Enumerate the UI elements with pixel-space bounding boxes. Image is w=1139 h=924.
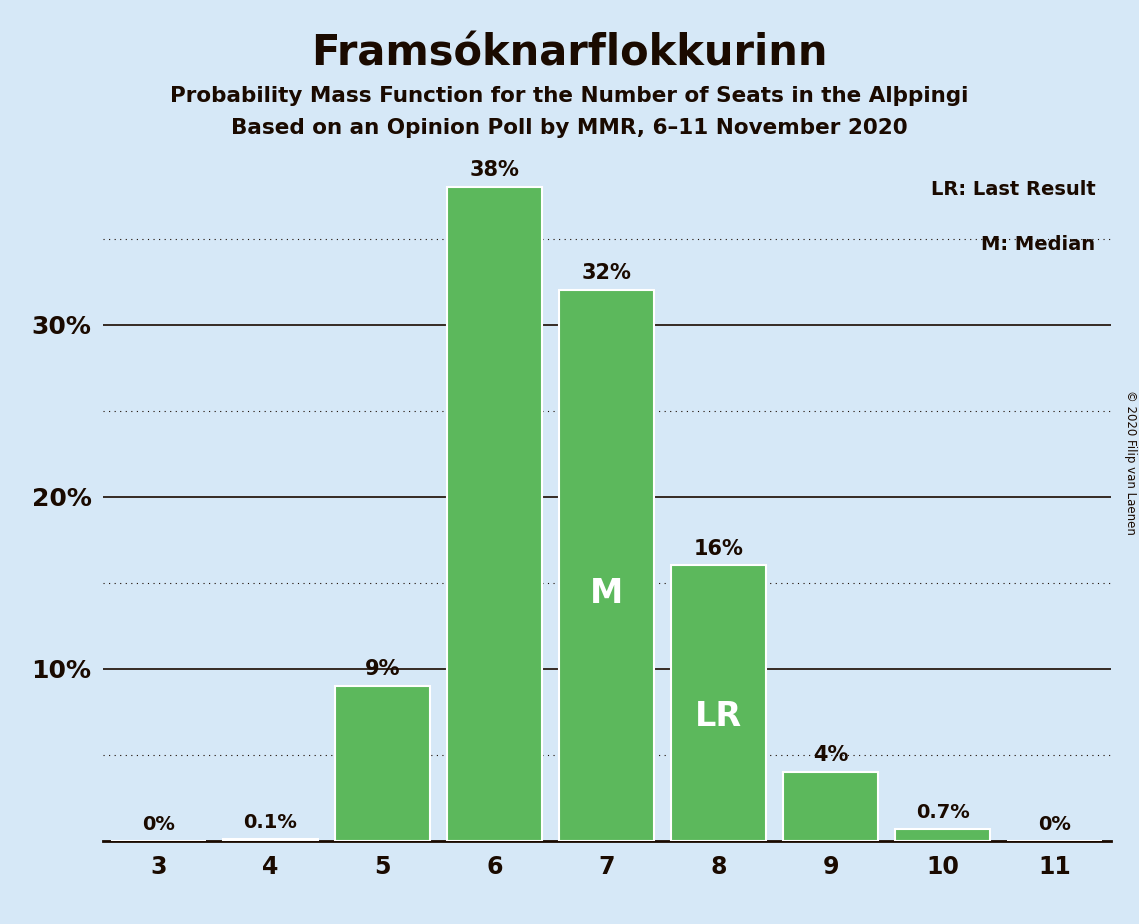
Text: 0%: 0%	[142, 815, 175, 834]
Text: M: Median: M: Median	[982, 235, 1096, 254]
Text: 0.7%: 0.7%	[916, 803, 969, 822]
Text: 0.1%: 0.1%	[244, 813, 297, 833]
Bar	[895, 829, 990, 841]
Text: 4%: 4%	[813, 745, 849, 765]
Text: 38%: 38%	[469, 160, 519, 180]
Text: © 2020 Filip van Laenen: © 2020 Filip van Laenen	[1124, 390, 1137, 534]
Text: LR: Last Result: LR: Last Result	[931, 180, 1096, 199]
Bar	[782, 772, 878, 841]
Text: Probability Mass Function for the Number of Seats in the Alþpingi: Probability Mass Function for the Number…	[171, 86, 968, 106]
Bar	[671, 565, 767, 841]
Text: 0%: 0%	[1038, 815, 1071, 834]
Bar	[559, 290, 654, 841]
Bar	[335, 686, 431, 841]
Text: 32%: 32%	[582, 263, 631, 284]
Bar	[223, 839, 318, 841]
Text: 9%: 9%	[364, 659, 400, 679]
Text: Framsóknarflokkurinn: Framsóknarflokkurinn	[311, 32, 828, 74]
Bar	[446, 187, 542, 841]
Text: 16%: 16%	[694, 539, 744, 559]
Text: Based on an Opinion Poll by MMR, 6–11 November 2020: Based on an Opinion Poll by MMR, 6–11 No…	[231, 118, 908, 139]
Text: M: M	[590, 577, 623, 610]
Text: LR: LR	[695, 700, 743, 734]
